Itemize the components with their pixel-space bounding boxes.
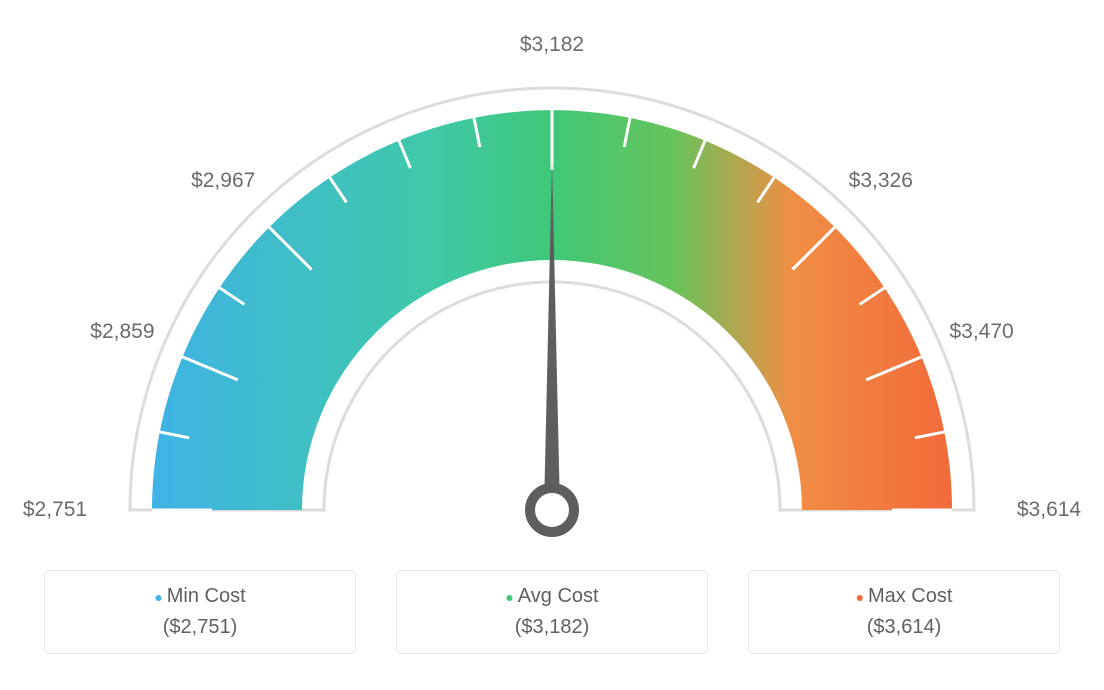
gauge-tick-label: $3,182 [520, 33, 584, 57]
legend-value-max: ($3,614) [749, 616, 1059, 639]
gauge-svg [0, 0, 1104, 570]
gauge-chart: $2,751 $2,859 $2,967 $3,182 $3,326 $3,470 $3,6… [0, 0, 1104, 570]
legend-title-min: Min Cost [45, 585, 355, 608]
legend-title-max: Max Cost [749, 585, 1059, 608]
gauge-tick-label: $2,751 [23, 498, 87, 522]
legend-row: Min Cost ($2,751) Avg Cost ($3,182) Max … [0, 570, 1104, 674]
legend-title-avg: Avg Cost [397, 585, 707, 608]
legend-card-min: Min Cost ($2,751) [44, 570, 356, 654]
legend-value-avg: ($3,182) [397, 616, 707, 639]
legend-card-max: Max Cost ($3,614) [748, 570, 1060, 654]
gauge-tick-label: $2,859 [90, 320, 154, 344]
gauge-tick-label: $2,967 [191, 169, 255, 193]
gauge-tick-label: $3,614 [1017, 498, 1081, 522]
gauge-tick-label: $3,326 [849, 169, 913, 193]
legend-card-avg: Avg Cost ($3,182) [396, 570, 708, 654]
gauge-tick-label: $3,470 [949, 320, 1013, 344]
legend-value-min: ($2,751) [45, 616, 355, 639]
